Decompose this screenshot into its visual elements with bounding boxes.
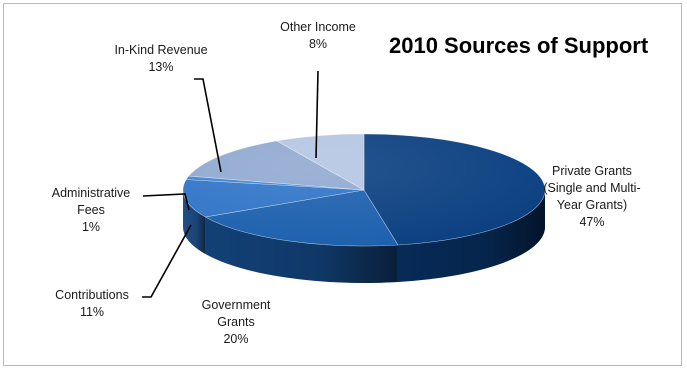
- slice-percent-label: 11%: [80, 305, 104, 319]
- slice-name-label: Grants: [217, 315, 255, 329]
- slice-label-4: In-Kind Revenue 13%: [114, 43, 207, 74]
- slice-percent-label: 1%: [82, 220, 100, 234]
- chart-title: 2010 Sources of Support: [389, 33, 649, 58]
- slice-name-label: Private Grants: [552, 164, 632, 178]
- slice-side-shade-0: [397, 190, 546, 283]
- slice-name-label: Other Income: [280, 20, 356, 34]
- slice-label-0: Private Grants (Single and Multi- Year Gra…: [543, 164, 640, 229]
- leader-lines: [142, 70, 319, 298]
- leader-line-3: [142, 193, 190, 211]
- leader-line-2: [142, 224, 192, 298]
- slice-name-label: In-Kind Revenue: [114, 43, 207, 57]
- slice-label-5: Other Income 8%: [280, 20, 356, 51]
- pie-depth-layer: [183, 190, 546, 283]
- slice-side-shade-1: [205, 216, 398, 283]
- slice-percent-label: 13%: [148, 60, 173, 74]
- slice-percent-label: 47%: [579, 215, 604, 229]
- slice-label-2: Contributions 11%: [55, 288, 129, 319]
- pie-top-layer: [182, 133, 546, 247]
- leader-line-4: [194, 78, 222, 173]
- pie-chart: 2010 Sources of Support Private Grants (S…: [52, 20, 649, 346]
- pie-top-sheen: [183, 134, 545, 246]
- leader-line-5: [315, 70, 319, 159]
- slice-name-label: Contributions: [55, 288, 129, 302]
- slice-label-1: Government Grants 20%: [202, 298, 271, 346]
- slice-name-label: (Single and Multi-: [543, 181, 640, 195]
- slice-labels: Private Grants (Single and Multi- Year Gra…: [52, 20, 641, 346]
- slice-name-label: Government: [202, 298, 271, 312]
- slice-name-label: Year Grants): [557, 198, 627, 212]
- slice-name-label: Fees: [77, 203, 105, 217]
- chart-frame: 2010 Sources of Support Private Grants (S…: [3, 3, 682, 366]
- slice-percent-label: 20%: [223, 332, 248, 346]
- slice-percent-label: 8%: [309, 37, 327, 51]
- slice-label-3: Administrative Fees 1%: [52, 186, 131, 234]
- slice-name-label: Administrative: [52, 186, 131, 200]
